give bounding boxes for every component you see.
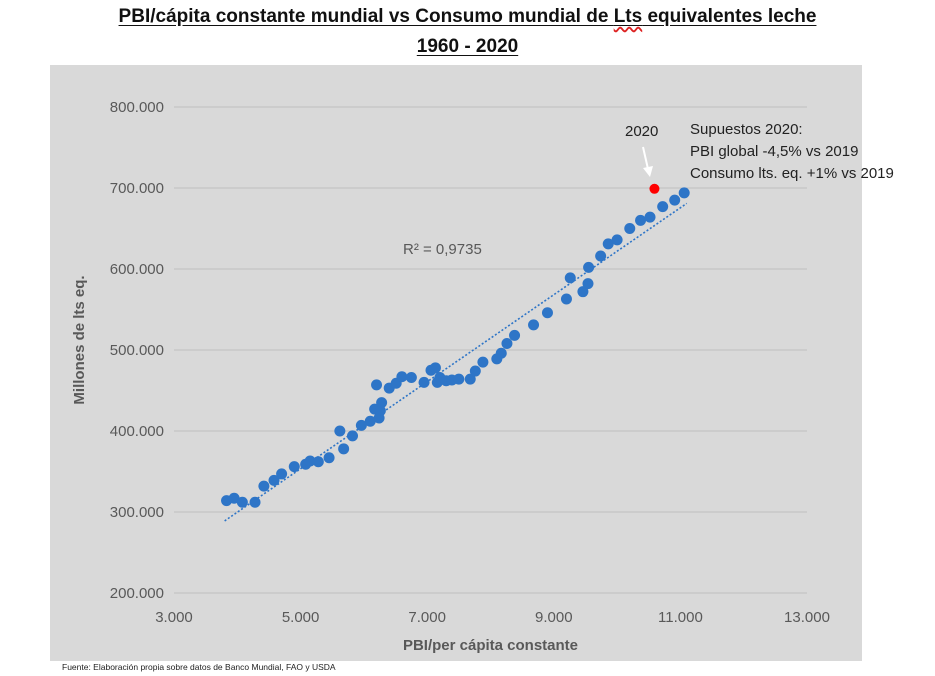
data-point <box>276 468 288 480</box>
data-point <box>477 356 489 368</box>
y-tick-label: 300.000 <box>110 504 164 521</box>
x-tick-label: 5.000 <box>282 609 320 626</box>
data-point <box>249 496 261 508</box>
data-point <box>624 223 636 234</box>
data-point <box>334 425 346 437</box>
data-point <box>541 307 553 319</box>
data-point <box>595 250 607 262</box>
source-footer: Fuente: Elaboración propia sobre datos d… <box>62 662 336 672</box>
data-point <box>644 211 656 223</box>
x-tick-label: 9.000 <box>535 609 573 626</box>
chart-subtitle: 1960 - 2020 <box>416 36 519 57</box>
arrow-2020-head <box>643 166 653 177</box>
data-point <box>577 286 589 298</box>
data-point <box>611 234 623 246</box>
data-point <box>228 492 240 504</box>
trendline <box>224 202 688 522</box>
data-point-2020 <box>649 183 660 194</box>
data-point <box>509 329 521 341</box>
chart-area: 200.000 300.000 400.000 500.000 600.000 700.0… <box>50 65 894 661</box>
y-tick-label: 500.000 <box>110 342 164 359</box>
data-point <box>453 373 465 385</box>
data-point <box>429 362 441 374</box>
chart-title-part: equivalentes leche <box>642 6 817 27</box>
data-point <box>323 452 335 464</box>
data-point <box>469 365 481 377</box>
data-point <box>495 347 507 359</box>
label-2020: 2020 <box>625 123 658 140</box>
chart-title: PBI/cápita constante mundial vs Consumo … <box>0 6 935 28</box>
x-tick-label: 13.000 <box>784 609 830 626</box>
data-point <box>560 293 572 305</box>
data-point <box>371 379 383 391</box>
data-point <box>304 455 316 467</box>
data-point <box>355 419 367 431</box>
r-squared-label: R² = 0,9735 <box>403 241 482 258</box>
chart-title-lts: Lts <box>613 6 643 27</box>
data-point <box>338 443 350 455</box>
data-point <box>418 376 430 388</box>
data-point <box>564 272 576 284</box>
data-point <box>602 238 614 250</box>
data-point <box>312 456 324 468</box>
y-axis-title: Millones de lts eq. <box>71 275 88 404</box>
chart-title-part: PBI/cápita constante mundial vs Consumo … <box>118 6 614 27</box>
y-tick-label: 800.000 <box>110 99 164 116</box>
data-point <box>376 397 388 409</box>
data-point <box>374 405 386 417</box>
arrow-2020 <box>642 146 649 170</box>
y-tick-label: 600.000 <box>110 261 164 278</box>
y-tick-label: 200.000 <box>110 585 164 602</box>
data-point <box>258 480 270 492</box>
data-point <box>635 214 647 226</box>
data-point <box>583 261 595 273</box>
note-line-3: Consumo lts. eq. +1% vs 2019 <box>690 165 894 182</box>
data-point <box>669 194 681 206</box>
data-point <box>464 373 476 385</box>
data-point <box>582 278 594 290</box>
data-point <box>268 474 280 486</box>
data-point <box>657 201 669 213</box>
data-point <box>347 430 359 442</box>
scatter-plot: 200.000 300.000 400.000 500.000 600.000 700.0… <box>71 99 830 654</box>
y-tick-label: 700.000 <box>110 180 164 197</box>
data-point <box>501 338 513 350</box>
data-point <box>405 372 417 384</box>
note-line-2: PBI global -4,5% vs 2019 <box>690 143 859 160</box>
data-point <box>364 415 376 427</box>
x-tick-label: 7.000 <box>408 609 446 626</box>
x-tick-label: 3.000 <box>155 609 193 626</box>
data-point <box>678 187 690 199</box>
data-point <box>528 319 540 331</box>
data-point <box>396 371 408 383</box>
y-tick-label: 400.000 <box>110 423 164 440</box>
x-tick-label: 11.000 <box>658 609 703 626</box>
data-point <box>236 496 248 508</box>
x-axis-title: PBI/per cápita constante <box>403 637 578 654</box>
note-line-1: Supuestos 2020: <box>690 121 803 138</box>
data-point <box>288 461 300 473</box>
